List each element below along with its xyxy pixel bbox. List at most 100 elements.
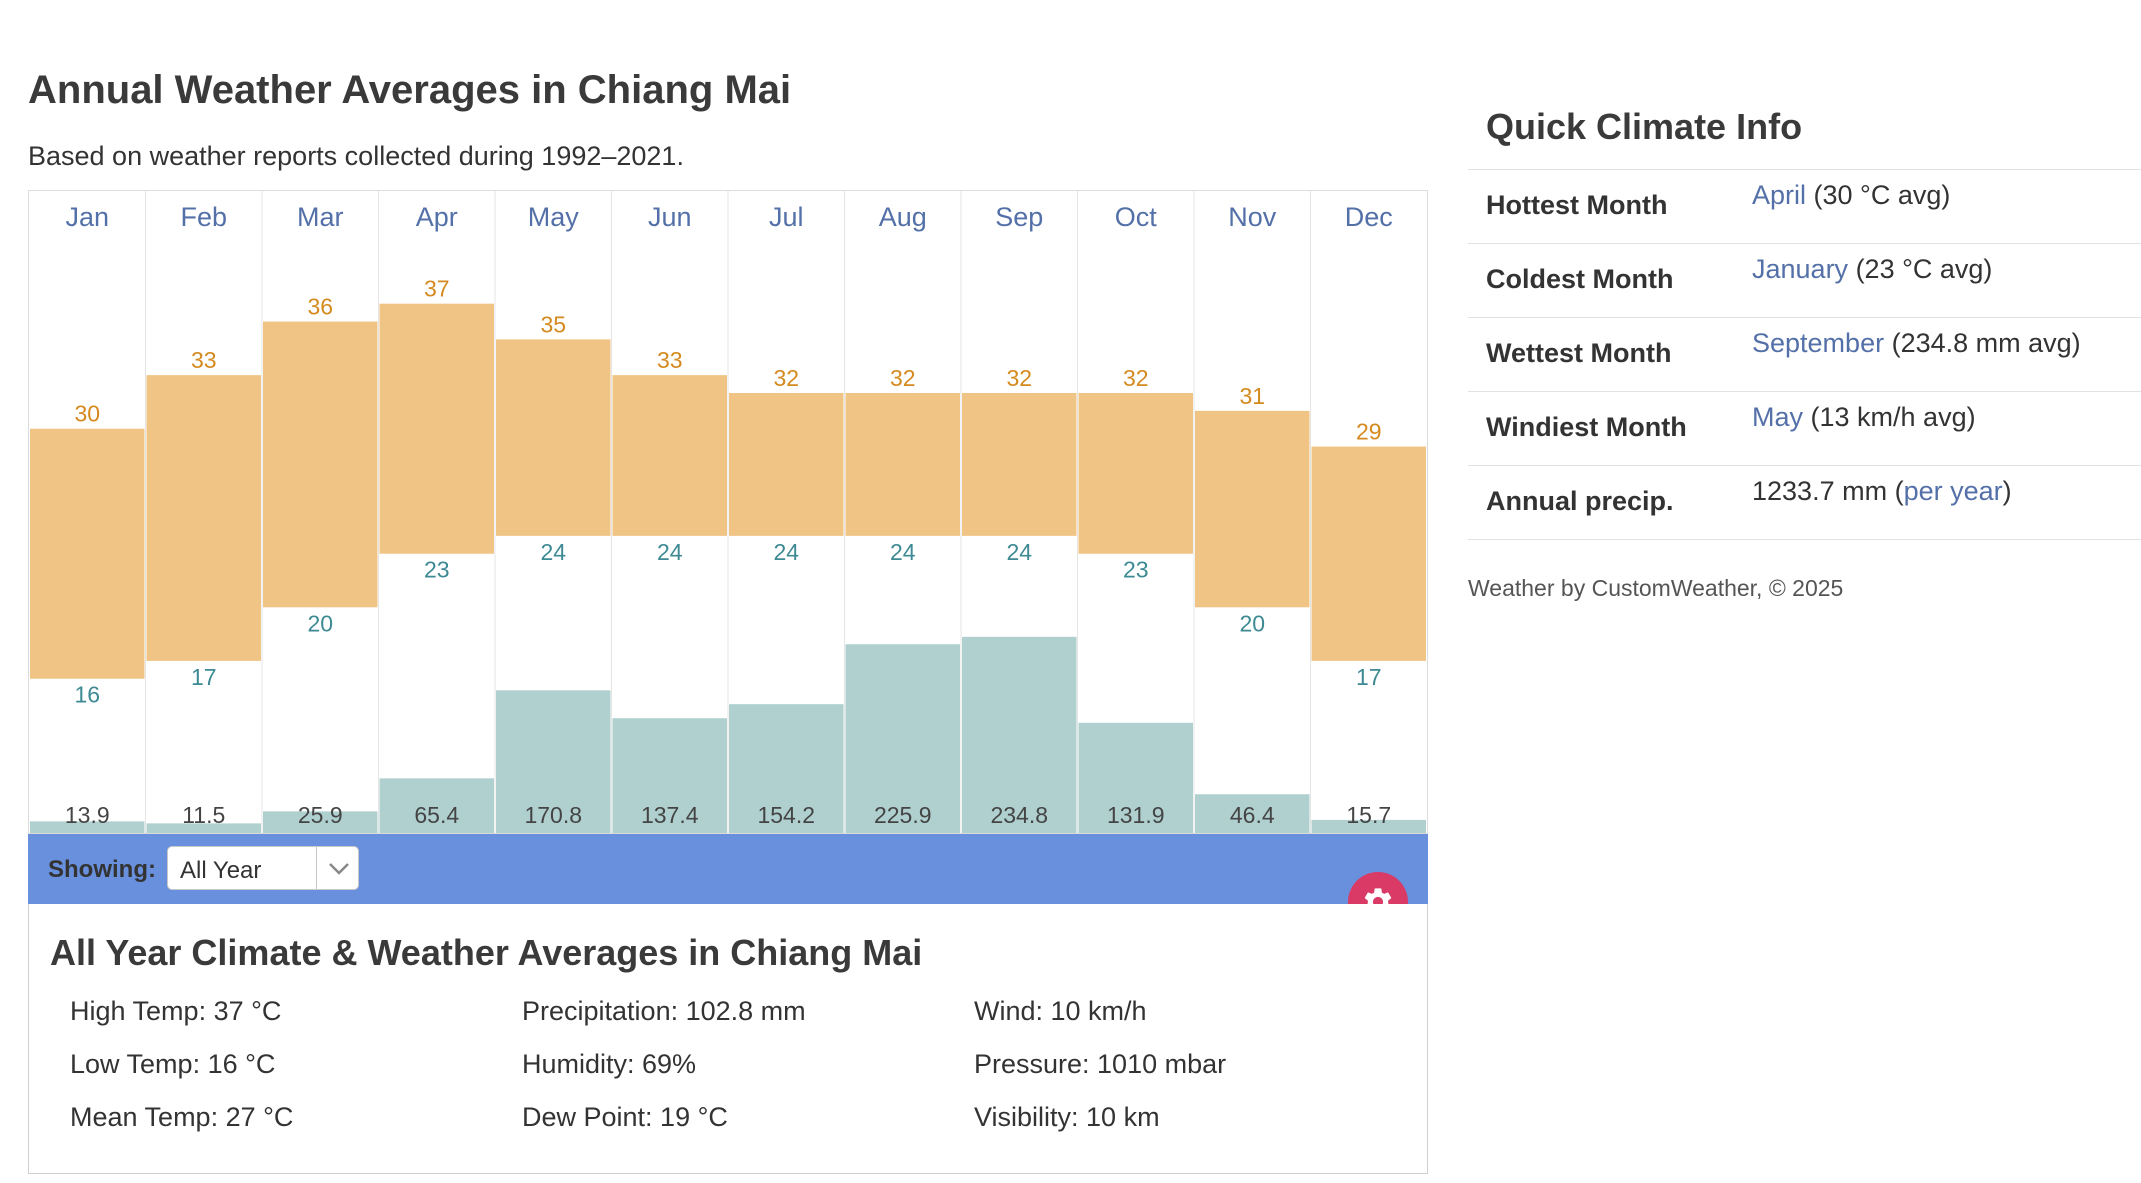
summary-pressure: Pressure: 1010 mbar	[974, 1049, 1227, 1079]
coldest-month-link[interactable]: January	[1752, 254, 1849, 284]
precip-bar	[729, 704, 844, 833]
temp-range-bar	[263, 321, 378, 608]
temp-range-bar	[729, 392, 844, 536]
temp-range-bar	[845, 392, 960, 536]
high-temp-label: 33	[657, 347, 683, 373]
quick-label: Wettest Month	[1486, 338, 1672, 368]
high-temp-label: 33	[191, 347, 217, 373]
high-temp-label: 32	[773, 365, 799, 391]
page-subtitle: Based on weather reports collected durin…	[28, 141, 684, 171]
low-temp-label: 24	[773, 539, 799, 565]
high-temp-label: 30	[74, 401, 100, 427]
quick-value: May (13 km/h avg)	[1752, 402, 1976, 433]
precip-label: 15.7	[1346, 802, 1391, 828]
annual-precip-value: 1233.7 mm (	[1752, 476, 1904, 506]
low-temp-label: 24	[1006, 539, 1032, 565]
high-temp-label: 37	[424, 276, 450, 302]
select-divider	[316, 847, 317, 889]
quick-row-wettest: Wettest Month September (234.8 mm avg)	[1468, 317, 2141, 391]
precip-label: 46.4	[1230, 802, 1275, 828]
low-temp-label: 23	[1123, 557, 1149, 583]
precip-bar	[612, 718, 727, 833]
month-label: Aug	[879, 202, 927, 232]
quick-label: Windiest Month	[1486, 412, 1687, 442]
high-temp-label: 32	[1123, 365, 1149, 391]
month-label: Sep	[995, 202, 1043, 232]
temp-range-bar	[962, 392, 1077, 536]
per-year-link[interactable]: per year	[1903, 476, 2003, 506]
high-temp-label: 32	[1006, 365, 1032, 391]
high-temp-label: 32	[890, 365, 916, 391]
precip-bar	[845, 644, 960, 833]
month-label: Dec	[1345, 202, 1393, 232]
quick-value-text: (234.8 mm avg)	[1884, 328, 2081, 358]
month-label: Apr	[416, 202, 458, 232]
summary-low-temp: Low Temp: 16 °C	[70, 1049, 276, 1079]
precip-label: 25.9	[298, 802, 343, 828]
precip-bar	[263, 811, 378, 833]
precip-label: 234.8	[990, 802, 1048, 828]
summary-high-temp: High Temp: 37 °C	[70, 996, 282, 1026]
precip-label: 137.4	[641, 802, 699, 828]
windiest-month-link[interactable]: May	[1752, 402, 1804, 432]
precip-label: 11.5	[182, 802, 225, 828]
temp-range-bar	[1078, 392, 1193, 554]
precip-bar	[962, 636, 1077, 833]
precip-bar	[30, 821, 145, 833]
month-label: Jan	[65, 202, 109, 232]
precip-label: 154.2	[757, 802, 815, 828]
page-title: Annual Weather Averages in Chiang Mai	[28, 68, 792, 112]
precip-label: 170.8	[524, 802, 582, 828]
summary-visibility: Visibility: 10 km	[974, 1102, 1160, 1132]
temp-range-bar	[1195, 410, 1310, 608]
low-temp-label: 24	[657, 539, 683, 565]
quick-value: April (30 °C avg)	[1752, 180, 1950, 211]
low-temp-label: 20	[1239, 610, 1265, 636]
low-temp-label: 17	[191, 664, 217, 690]
precip-label: 13.9	[65, 802, 110, 828]
high-temp-label: 35	[540, 311, 566, 337]
summary-title: All Year Climate & Weather Averages in C…	[50, 932, 923, 973]
month-label: Oct	[1115, 202, 1158, 232]
month-label: Jul	[769, 202, 804, 232]
precip-bar	[1195, 794, 1310, 833]
precip-bar	[1078, 722, 1193, 833]
low-temp-label: 24	[890, 539, 916, 565]
month-label: Jun	[648, 202, 692, 232]
precip-bar	[1311, 819, 1426, 833]
high-temp-label: 36	[307, 294, 333, 320]
period-bar: Showing: All Year	[28, 834, 1428, 904]
showing-label: Showing:	[48, 856, 156, 883]
temp-range-bar	[612, 375, 727, 536]
quick-value-text: (30 °C avg)	[1806, 180, 1951, 210]
low-temp-label: 16	[74, 682, 100, 708]
summary-dew-point: Dew Point: 19 °C	[522, 1102, 728, 1132]
quick-row-annual-precip: Annual precip. 1233.7 mm (per year)	[1468, 465, 2141, 540]
credit-text: Weather by CustomWeather, © 2025	[1468, 575, 1844, 601]
high-temp-label: 31	[1239, 383, 1265, 409]
quick-value: September (234.8 mm avg)	[1752, 328, 2081, 359]
high-temp-label: 29	[1356, 419, 1382, 445]
quick-value: 1233.7 mm (per year)	[1752, 476, 2012, 507]
summary-mean-temp: Mean Temp: 27 °C	[70, 1102, 294, 1132]
quick-label: Hottest Month	[1486, 190, 1668, 220]
period-select[interactable]: All Year	[167, 846, 359, 890]
quick-row-hottest: Hottest Month April (30 °C avg)	[1468, 169, 2141, 243]
low-temp-label: 24	[540, 539, 566, 565]
temp-range-bar	[379, 303, 494, 554]
month-label: Nov	[1228, 202, 1277, 232]
precip-label: 131.9	[1107, 802, 1165, 828]
quick-row-coldest: Coldest Month January (23 °C avg)	[1468, 243, 2141, 317]
wettest-month-link[interactable]: September	[1752, 328, 1885, 358]
temp-range-bar	[1311, 446, 1426, 661]
chart-svg: Jan 30 16 13.9 Feb 33 17 11.5 Mar 36 20 25.9 Apr 37 23…	[30, 191, 1426, 833]
temp-range-bar	[496, 339, 611, 536]
summary-panel: All Year Climate & Weather Averages in C…	[28, 904, 1428, 1174]
temp-range-bar	[146, 375, 261, 661]
quick-info-table: Hottest Month April (30 °C avg) Coldest …	[1468, 169, 2141, 540]
month-label: Mar	[297, 202, 344, 232]
hottest-month-link[interactable]: April	[1752, 180, 1807, 210]
summary-wind: Wind: 10 km/h	[974, 996, 1147, 1026]
low-temp-label: 20	[307, 610, 333, 636]
chevron-down-icon	[329, 863, 349, 875]
